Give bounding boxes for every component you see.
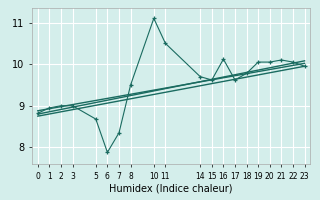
X-axis label: Humidex (Indice chaleur): Humidex (Indice chaleur) [109, 183, 233, 193]
